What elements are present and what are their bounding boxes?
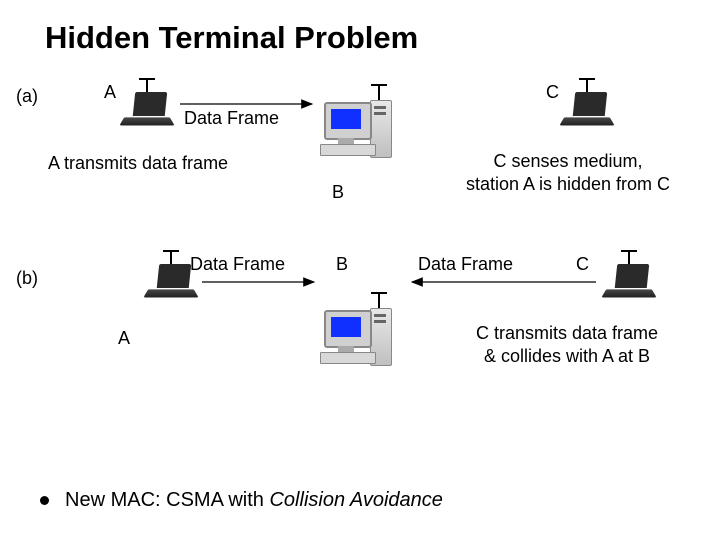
tag-b: (b) [16,268,38,289]
caption-a-left: A transmits data frame [48,152,228,175]
bullet-italic: Collision Avoidance [269,489,442,511]
node-a-label-1: A [104,82,116,103]
caption-a-right-1: C senses medium, [493,151,642,171]
node-b-label-1: B [332,182,344,203]
arrow-b-right [406,274,602,290]
arrow-b-left [202,274,322,290]
bullet-prefix: New MAC: CSMA with [65,489,269,511]
node-a-label-2: A [118,328,130,349]
laptop-icon [120,92,174,134]
data-frame-label-b-right: Data Frame [418,254,513,275]
tag-a: (a) [16,86,38,107]
node-c-label-1: C [546,82,559,103]
node-b-label-2: B [336,254,348,275]
caption-a-right-2: station A is hidden from C [466,174,670,194]
laptop-icon [602,264,656,306]
node-c-label-2: C [576,254,589,275]
caption-b-right-2: & collides with A at B [484,346,650,366]
bullet-icon [40,496,49,505]
caption-b-right-1: C transmits data frame [476,323,658,343]
data-frame-label-a: Data Frame [184,108,279,129]
laptop-icon [560,92,614,134]
desktop-icon [320,98,400,178]
bullet-text: New MAC: CSMA with Collision Avoidance [65,489,443,512]
diagram-area: (a) A Data Frame B C A transmits data fr… [30,74,690,454]
data-frame-label-b-left: Data Frame [190,254,285,275]
desktop-icon [320,306,400,386]
page-title: Hidden Terminal Problem [45,20,690,56]
bullet-row: New MAC: CSMA with Collision Avoidance [40,489,690,512]
